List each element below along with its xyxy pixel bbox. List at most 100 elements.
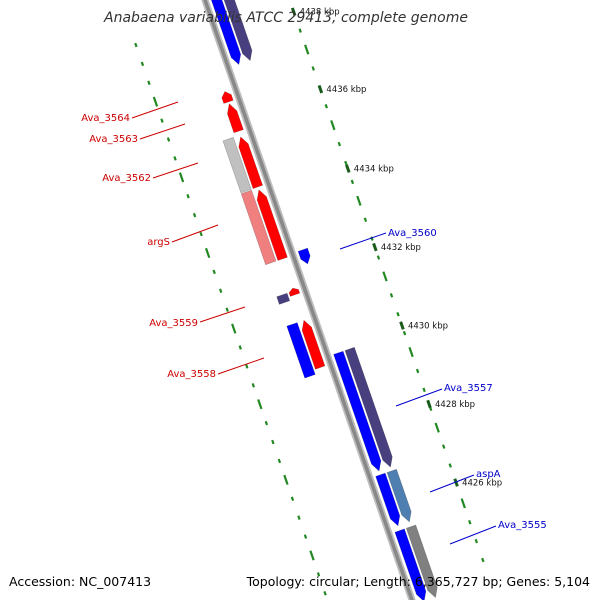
gene-feature-ava-3555[interactable]: [394, 528, 427, 600]
tick-mark: [448, 463, 452, 468]
gene-feature-ava-3564[interactable]: [221, 91, 234, 104]
tick-mark: [442, 444, 446, 449]
tick-mark: [147, 80, 151, 86]
gene-label-ava-3563[interactable]: Ava_3563: [89, 134, 138, 145]
accession-text: Accession: NC_007413: [9, 574, 151, 589]
gene-feature-args-rna[interactable]: [240, 189, 277, 266]
gene-feature-ava-3557[interactable]: [333, 350, 382, 472]
label-leader-line: [217, 357, 265, 375]
tick-mark: [363, 217, 368, 222]
label-leader-line: [429, 474, 475, 493]
tick-mark: [199, 231, 203, 237]
tick-mark: [140, 61, 145, 67]
tick-mark: [324, 104, 328, 109]
gene-feature-top-rna[interactable]: [219, 0, 253, 62]
gene-feature-ava-3562-rna[interactable]: [222, 136, 252, 194]
tick-mark: [402, 330, 407, 336]
gene-label-ava-3557[interactable]: Ava_3557: [444, 383, 493, 394]
tick-mark: [231, 323, 237, 334]
tick-mark: [152, 96, 159, 107]
tick-mark: [264, 420, 269, 426]
gene-label-ava-3558[interactable]: Ava_3558: [167, 369, 216, 380]
label-leader-line: [395, 388, 443, 407]
tick-mark: [468, 519, 472, 525]
gene-feature-ava-3560[interactable]: [297, 247, 311, 265]
gene-label-ava-3555[interactable]: Ava_3555: [498, 520, 547, 531]
tick-mark: [204, 247, 211, 259]
scale-tick: [399, 321, 405, 330]
gene-label-ava-3564[interactable]: Ava_3564: [81, 113, 130, 124]
scale-tick: [453, 478, 459, 487]
backbone-line: [203, 0, 414, 600]
scale-tick: [317, 84, 324, 94]
map-title: Anabaena variabilis ATCC 29413, complete…: [103, 10, 468, 26]
gene-feature-ava-3559-rna[interactable]: [276, 292, 291, 305]
gene-feature-aspa[interactable]: [375, 472, 401, 527]
tick-mark: [382, 271, 388, 282]
gene-label-aspa[interactable]: aspA: [476, 469, 501, 480]
gene-feature-ava-3555-rna[interactable]: [405, 524, 438, 599]
tick-mark: [408, 346, 414, 358]
gene-feature-ava-3558-cds[interactable]: [286, 322, 316, 379]
gene-label-args[interactable]: argS: [147, 237, 170, 248]
tick-mark: [251, 383, 255, 388]
tick-mark: [474, 538, 478, 544]
scale-tick: [290, 7, 297, 16]
tick-mark: [166, 137, 171, 142]
tick-mark: [356, 195, 362, 206]
gene-feature-top-cds[interactable]: [207, 0, 242, 66]
tick-mark: [323, 591, 327, 596]
scale-label: 4432 kbp: [381, 243, 421, 253]
tick-mark: [303, 534, 308, 539]
backbone-group: [201, 0, 416, 600]
tick-mark: [160, 118, 164, 123]
label-leader-line: [199, 306, 246, 323]
tick-mark: [460, 498, 466, 509]
gene-feature-ava-3563[interactable]: [227, 103, 244, 134]
tick-mark: [415, 368, 420, 374]
gene-feature-aspa-rna[interactable]: [386, 468, 412, 523]
gene-label-ava-3559[interactable]: Ava_3559: [149, 318, 198, 329]
gene-features: [207, 0, 438, 600]
tick-mark: [304, 44, 310, 55]
tick-mark: [298, 28, 302, 33]
tick-mark: [344, 160, 348, 166]
tick-mark: [283, 474, 289, 485]
tick-mark: [173, 156, 177, 161]
label-leader-line: [449, 525, 497, 545]
gene-feature-ava-3558[interactable]: [301, 319, 326, 370]
tick-mark: [219, 288, 223, 294]
scale-tick: [426, 399, 432, 409]
tick-mark: [337, 141, 342, 147]
tick-mark: [330, 120, 336, 131]
topology-text: Topology: circular; Length: 6,365,727 bp…: [246, 574, 590, 589]
label-leader-line: [139, 123, 186, 140]
outer-tick-track: [134, 42, 327, 596]
tick-mark: [238, 345, 242, 350]
gene-feature-ava-3559[interactable]: [288, 287, 301, 297]
gene-feature-args[interactable]: [256, 189, 288, 261]
tick-mark: [370, 236, 374, 241]
gene-feature-ava-3562[interactable]: [238, 136, 263, 189]
tick-mark: [290, 496, 295, 502]
gene-feature-ava-3557-rna[interactable]: [344, 346, 393, 468]
tick-mark: [396, 311, 400, 317]
scale-label: 4430 kbp: [408, 322, 448, 332]
tick-mark: [192, 212, 197, 218]
tick-mark: [376, 255, 381, 260]
gene-label-ava-3560[interactable]: Ava_3560: [388, 228, 437, 239]
scale-tick: [345, 164, 351, 173]
scale-label: 4436 kbp: [326, 85, 366, 95]
label-leader-line: [171, 224, 219, 243]
tick-mark: [316, 572, 321, 577]
tick-mark: [178, 172, 185, 183]
tick-mark: [245, 364, 249, 369]
tick-mark: [309, 550, 315, 561]
scale-tick: [372, 242, 378, 252]
scale-labels: 4438 kbp 4436 kbp 4434 kbp 4432 kbp 4430 kbp…: [290, 7, 502, 488]
tick-mark: [277, 458, 282, 464]
gene-label-lines: [131, 101, 497, 545]
tick-mark: [350, 179, 355, 185]
gene-label-ava-3562[interactable]: Ava_3562: [102, 173, 151, 184]
